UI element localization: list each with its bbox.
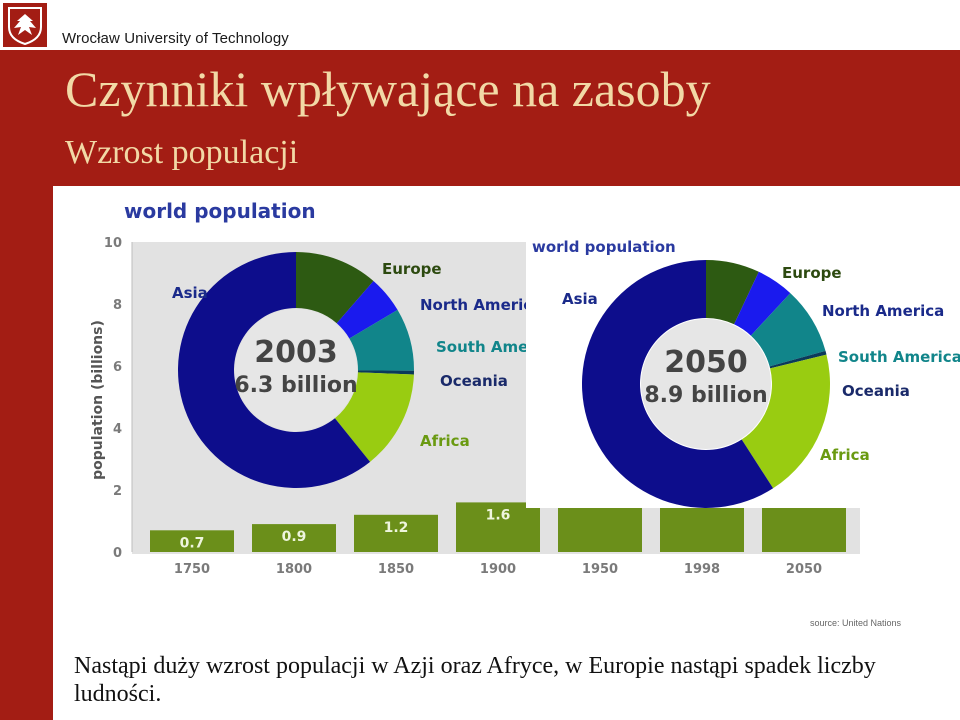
donut-slice-south-america bbox=[349, 309, 414, 371]
population-figure: world population 0 2 4 6 8 10 population (bil… bbox=[90, 199, 960, 628]
y-axis-ticks: 0 2 4 6 8 10 bbox=[104, 236, 122, 561]
donut-slice-south-america bbox=[750, 293, 826, 367]
label-north-america-2003: North America bbox=[420, 296, 542, 314]
y-axis-label: population (billions) bbox=[90, 320, 106, 480]
donut-2050-year: 2050 bbox=[664, 345, 748, 380]
university-name: Wrocław University of Technology bbox=[62, 30, 289, 47]
bar-value-label: 0.7 bbox=[180, 535, 205, 551]
y-tick-label: 8 bbox=[113, 298, 122, 313]
university-logo bbox=[3, 3, 47, 47]
y-tick-label: 10 bbox=[104, 236, 122, 251]
label-north-america-2050: North America bbox=[822, 302, 944, 320]
x-tick-label: 1850 bbox=[378, 562, 414, 577]
donut-slice-north-america bbox=[734, 271, 791, 336]
x-tick-label: 1998 bbox=[684, 562, 720, 577]
y-tick-label: 4 bbox=[113, 422, 122, 437]
label-africa-2050: Africa bbox=[820, 446, 870, 464]
bar-1750 bbox=[150, 530, 234, 552]
donut-slice-oceania bbox=[357, 370, 414, 375]
left-accent-bar bbox=[0, 50, 53, 720]
bar-value-label: 1.2 bbox=[384, 520, 409, 536]
label-europe-2003: Europe bbox=[382, 260, 442, 278]
y-tick-label: 6 bbox=[113, 360, 122, 375]
x-tick-label: 1800 bbox=[276, 562, 312, 577]
label-oceania-2003: Oceania bbox=[440, 372, 508, 390]
title-band bbox=[53, 50, 960, 186]
x-tick-label: 1750 bbox=[174, 562, 210, 577]
x-tick-label: 1950 bbox=[582, 562, 618, 577]
label-africa-2003: Africa bbox=[420, 432, 470, 450]
label-asia-2003: Asia bbox=[172, 284, 208, 302]
x-tick-label: 1900 bbox=[480, 562, 516, 577]
y-tick-label: 2 bbox=[113, 484, 122, 499]
bar-value-label: 1.6 bbox=[486, 507, 511, 523]
label-europe-2050: Europe bbox=[782, 264, 842, 282]
donut-2003-value: 6.3 billion bbox=[234, 373, 357, 398]
donut-chart-2003: 2003 6.3 billion Asia Europe North Ameri… bbox=[172, 252, 560, 488]
label-south-america-2050: South America bbox=[838, 348, 960, 366]
bar-1800 bbox=[252, 524, 336, 552]
donut-slice-north-america bbox=[336, 280, 398, 339]
x-tick-label: 2050 bbox=[786, 562, 822, 577]
bar-chart-title: world population bbox=[124, 199, 316, 223]
header-bar bbox=[0, 0, 960, 50]
donut-slice-africa bbox=[741, 354, 831, 489]
donut-slice-asia bbox=[582, 260, 774, 508]
donut-slice-africa bbox=[334, 372, 414, 462]
donut-2050-title: world population bbox=[532, 238, 676, 256]
label-asia-2050: Asia bbox=[562, 290, 598, 308]
donut-slice-asia bbox=[177, 252, 371, 488]
bar-value-label: 0.9 bbox=[282, 529, 307, 545]
donut-2050-value: 8.9 billion bbox=[644, 383, 767, 408]
donut-hole bbox=[641, 319, 771, 449]
y-tick-label: 0 bbox=[113, 546, 122, 561]
source-note: source: United Nations bbox=[810, 618, 902, 628]
donut-chart-2050: world population 2050 8.9 billion Asia E… bbox=[532, 238, 960, 508]
donut-2003-year: 2003 bbox=[254, 335, 338, 370]
bar-1850 bbox=[354, 514, 438, 552]
bar-1900 bbox=[456, 502, 540, 552]
slide-caption: Nastąpi duży wzrost populacji w Azji ora… bbox=[74, 653, 876, 707]
x-axis-ticks: 1750 1800 1850 1900 1950 1998 2050 bbox=[174, 562, 822, 577]
label-oceania-2050: Oceania bbox=[842, 382, 910, 400]
donut-slice-europe bbox=[706, 260, 759, 325]
donut-hole bbox=[235, 309, 357, 431]
slide-subtitle: Wzrost populacji bbox=[65, 134, 299, 171]
donut-slice-oceania bbox=[769, 350, 827, 369]
slide-title: Czynniki wpływające na zasoby bbox=[65, 61, 711, 117]
donut-slice-europe bbox=[296, 252, 374, 324]
